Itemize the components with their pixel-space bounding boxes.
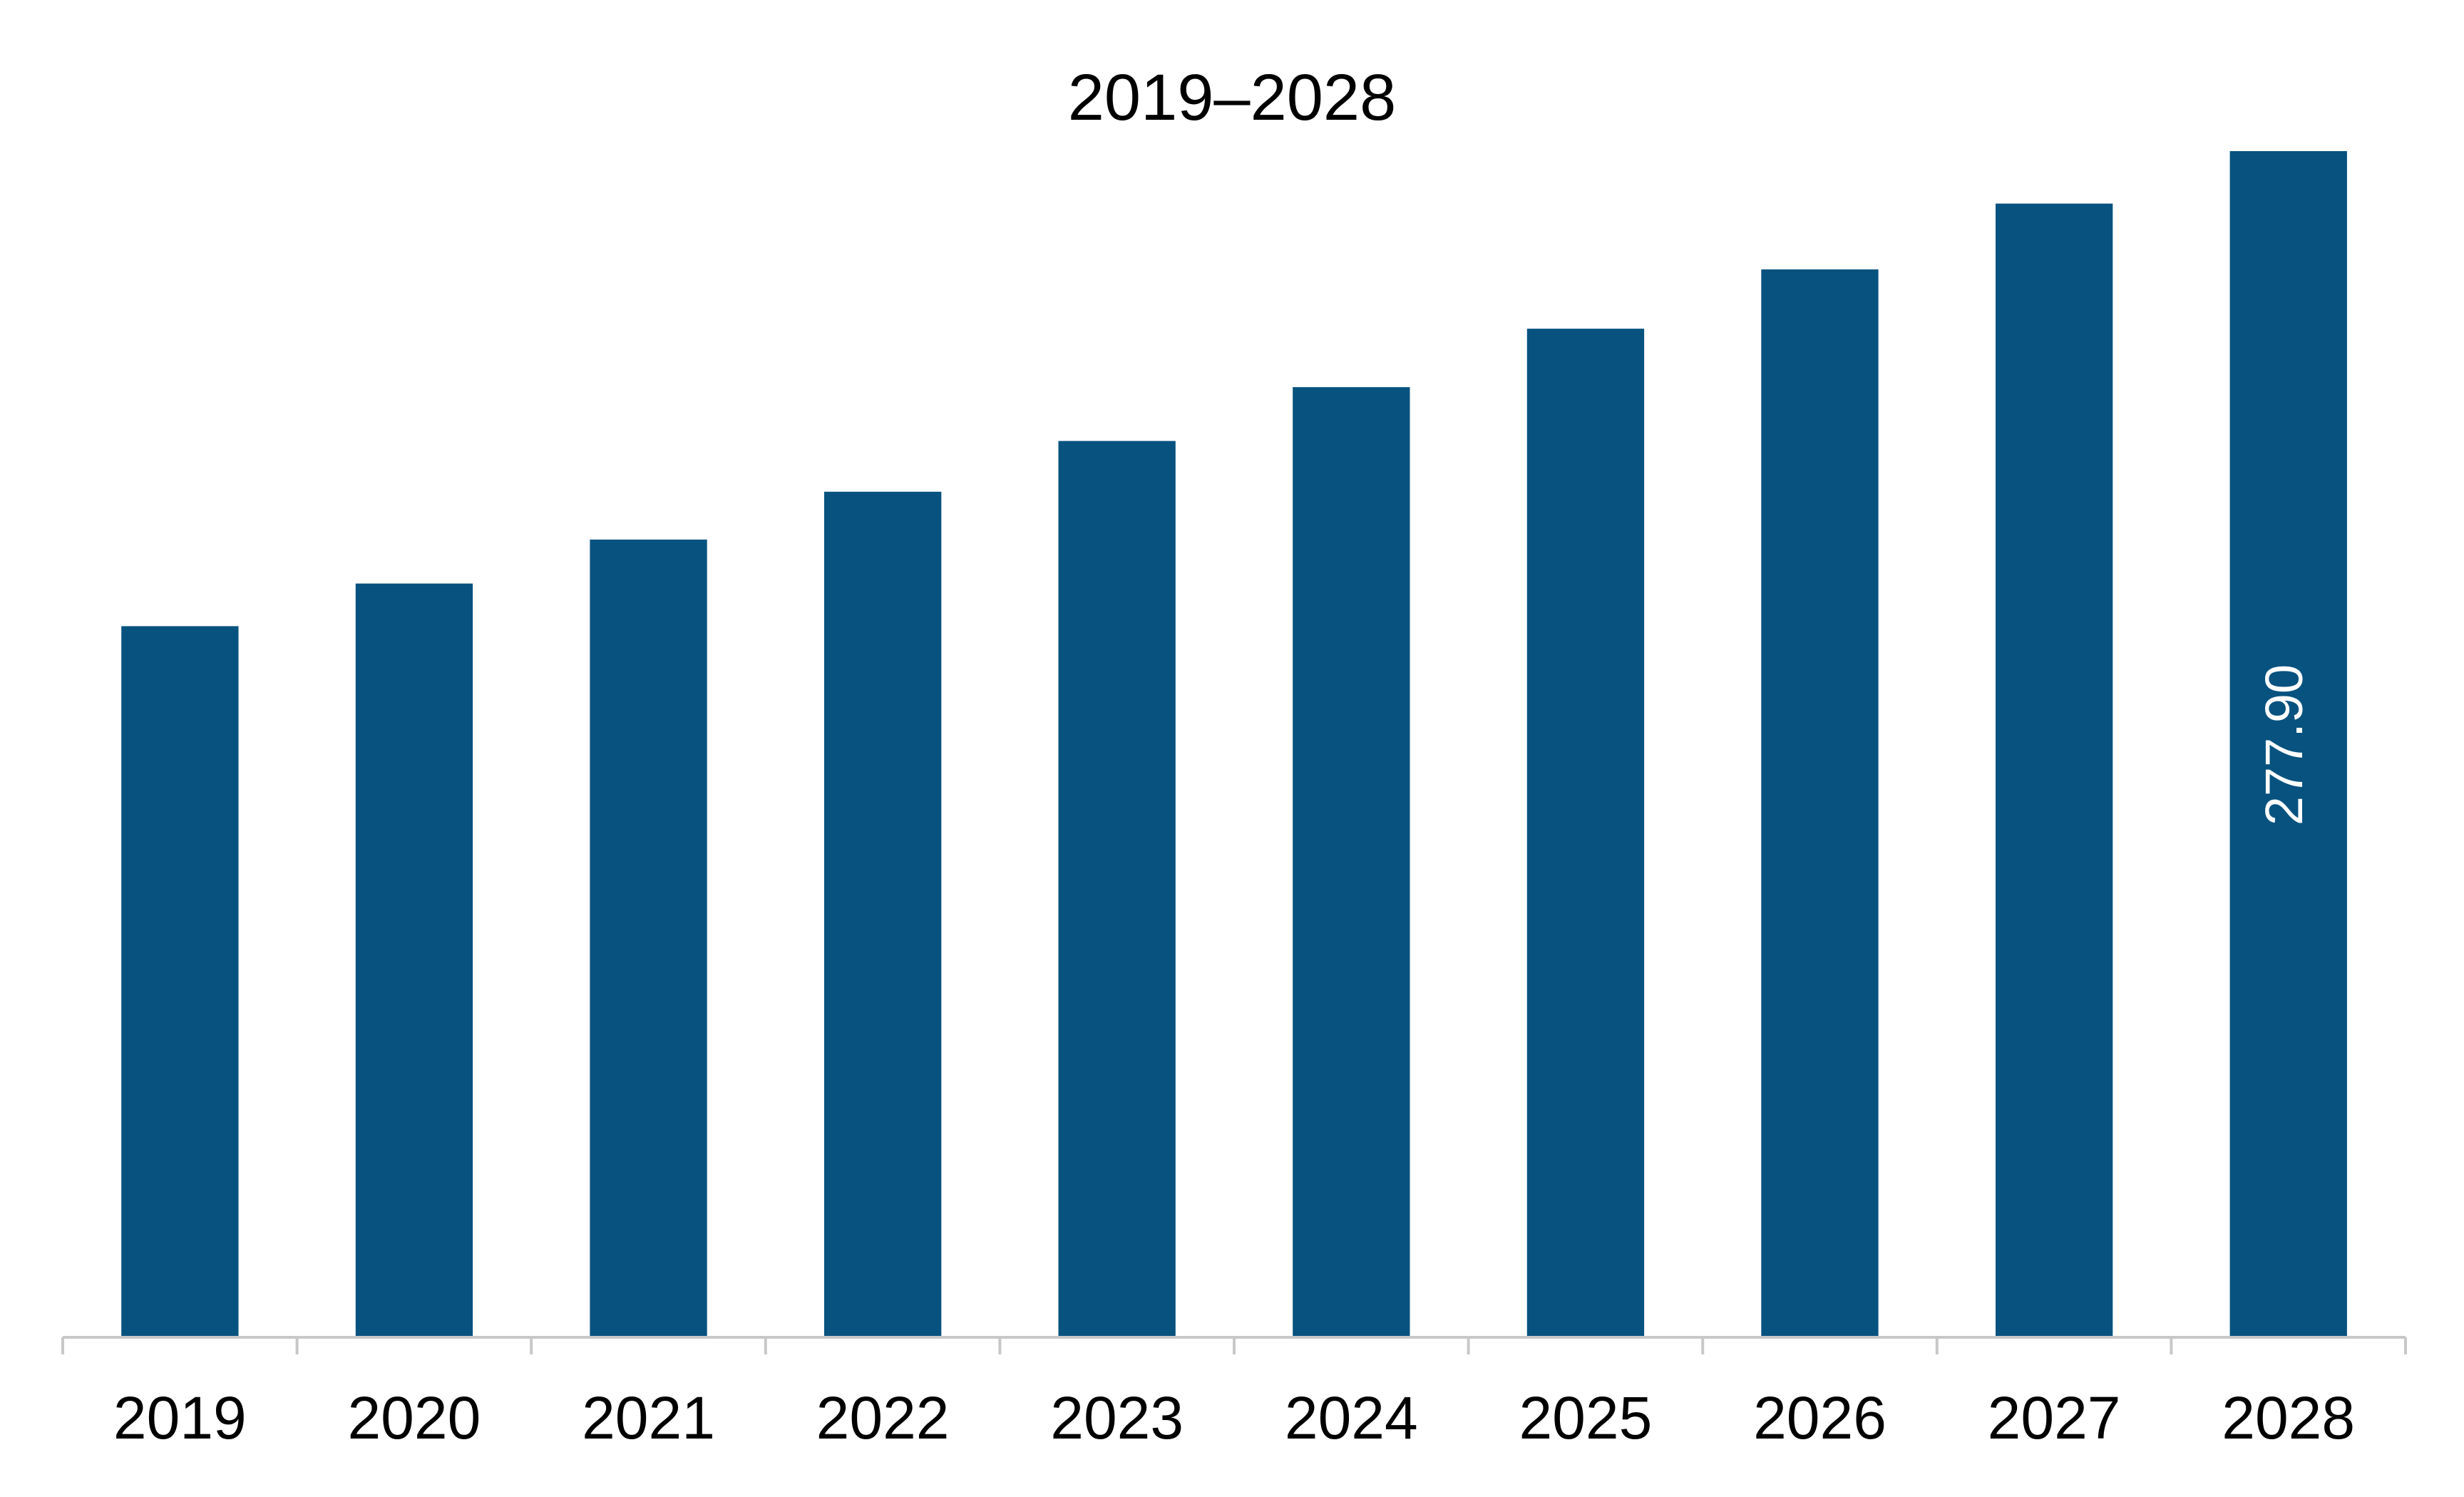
data-label-2028: 277.90	[2254, 664, 2314, 825]
bar-2026	[1761, 269, 1879, 1337]
chart-title: 2019–2028	[1068, 61, 1397, 134]
data-labels-layer: 277.90	[2254, 664, 2314, 825]
x-tick-label-2019: 2019	[113, 1384, 247, 1451]
bar-2028	[2229, 151, 2347, 1337]
bar-2021	[590, 539, 707, 1337]
bar-2023	[1058, 441, 1176, 1337]
x-tick-label-2021: 2021	[582, 1384, 715, 1451]
bar-2019	[121, 626, 239, 1337]
x-tick-label-2027: 2027	[1988, 1384, 2121, 1451]
x-tick-label-2028: 2028	[2222, 1384, 2355, 1451]
bar-2024	[1293, 387, 1410, 1337]
bar-2027	[1996, 203, 2113, 1338]
x-tick-label-2025: 2025	[1519, 1384, 1652, 1451]
x-tick-label-2026: 2026	[1753, 1384, 1886, 1451]
bar-2025	[1526, 329, 1645, 1338]
bar-2022	[824, 491, 942, 1337]
x-tick-label-2023: 2023	[1050, 1384, 1184, 1451]
x-tick-label-2022: 2022	[816, 1384, 950, 1451]
bars-layer	[121, 151, 2347, 1338]
x-axis: 2019 2020 2021 2022 2023 2024 2025 2026 2027 2028	[61, 1336, 2407, 1451]
x-tick-label-2024: 2024	[1285, 1384, 1418, 1451]
bar-2020	[355, 583, 473, 1337]
x-tick-label-2020: 2020	[347, 1384, 481, 1451]
